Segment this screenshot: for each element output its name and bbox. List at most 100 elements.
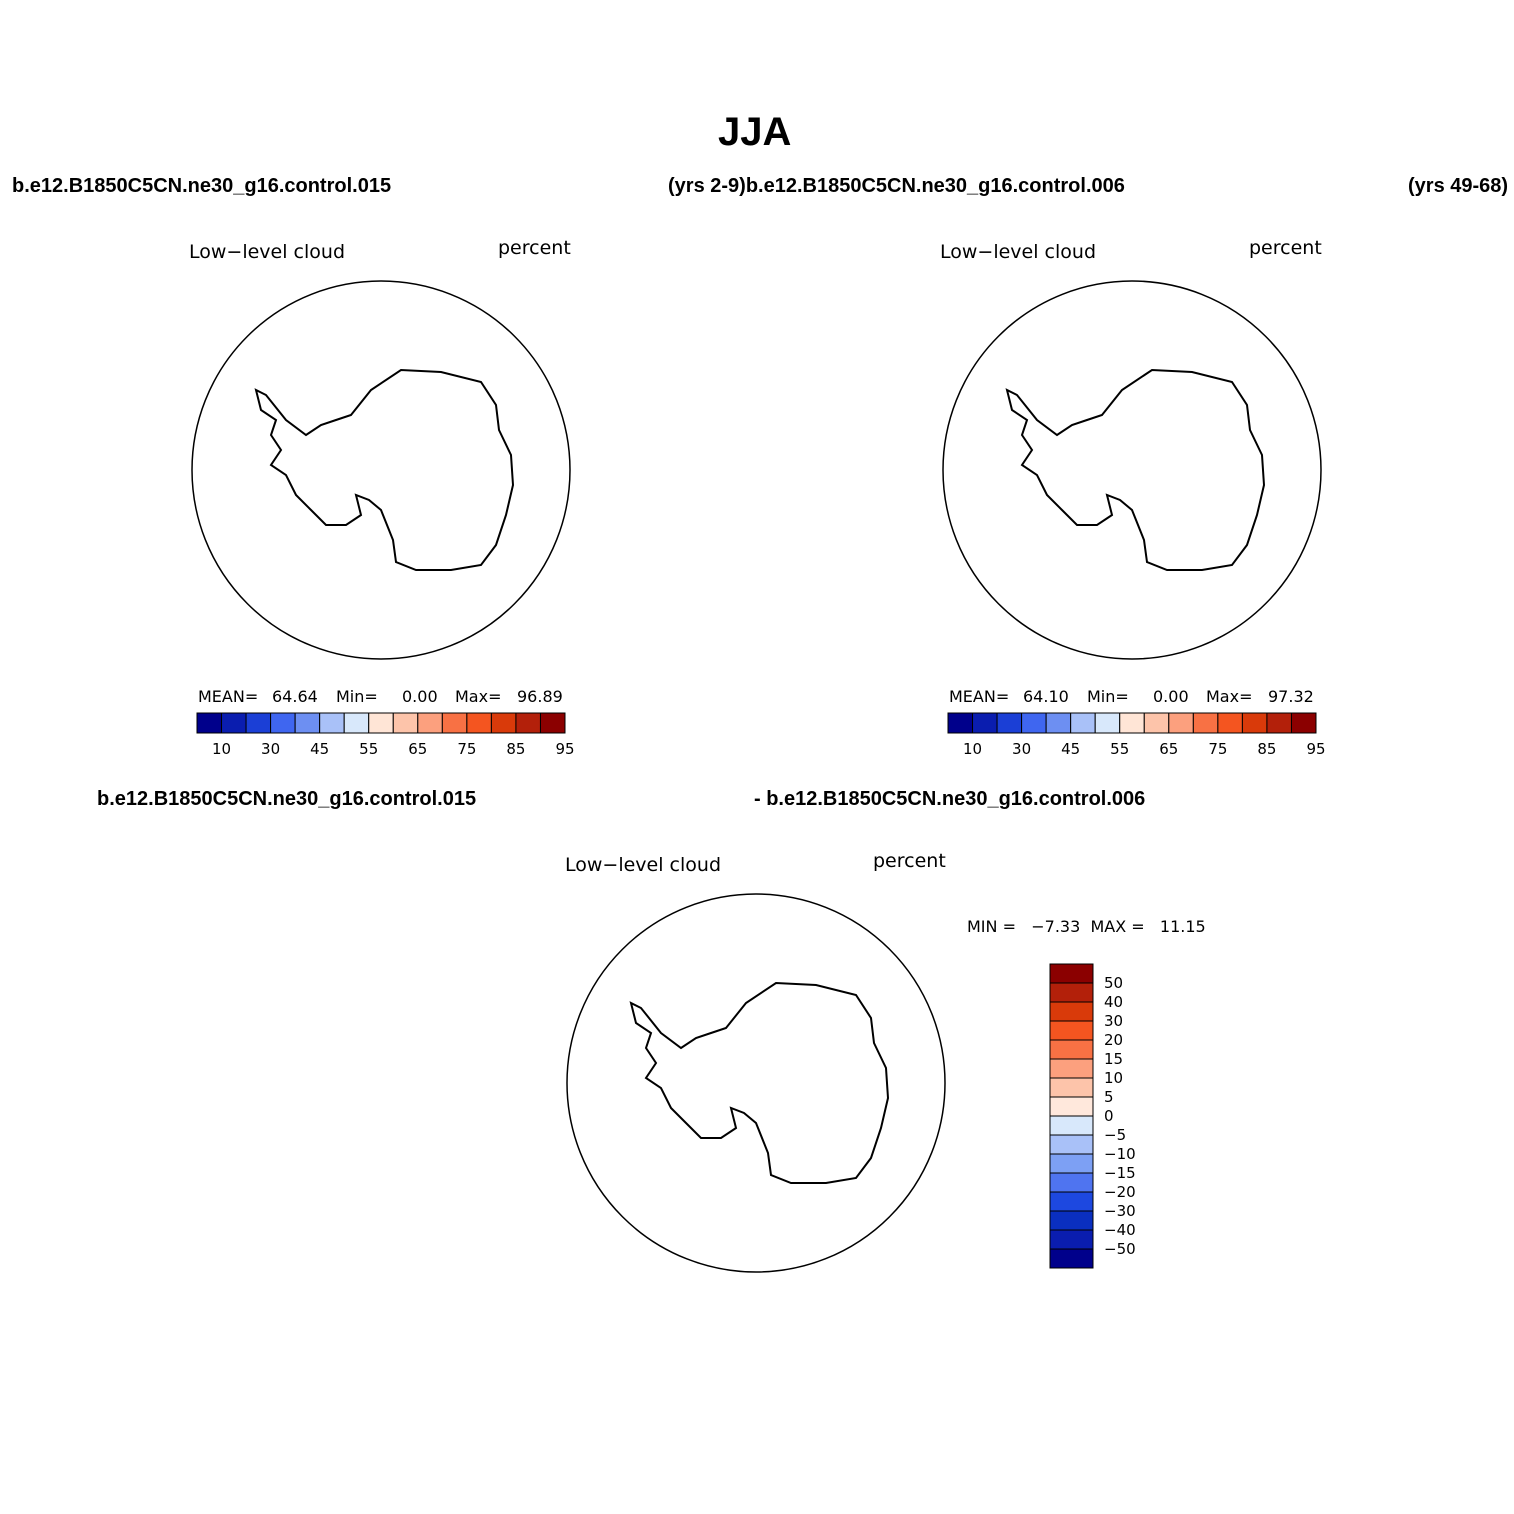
panel2-max-value: 97.32 bbox=[1268, 687, 1314, 706]
panel1-colorbar-swatch bbox=[515, 712, 541, 734]
panel2-coastline bbox=[1006, 369, 1265, 571]
panel3-colorbar-tick-label: −15 bbox=[1104, 1164, 1136, 1182]
panel3-colorbar-swatch bbox=[1049, 1229, 1094, 1250]
panel2-mean-value: 64.10 bbox=[1023, 687, 1069, 706]
panel2-colorbar-tick-label: 30 bbox=[1012, 740, 1031, 758]
panel3-colorbar-tick-label: −5 bbox=[1104, 1126, 1126, 1144]
panel1-colorbar-swatch bbox=[490, 712, 517, 734]
panel2-colorbar-tick-label: 85 bbox=[1257, 740, 1276, 758]
panel3-colorbar-tick-label: 20 bbox=[1104, 1031, 1123, 1049]
panel3-colorbar-tick-label: −40 bbox=[1104, 1221, 1136, 1239]
panel2-colorbar-swatch bbox=[1192, 712, 1219, 734]
panel1-min-label: Min= bbox=[336, 687, 378, 706]
panel1-max-label: Max= bbox=[455, 687, 502, 706]
panel2-colorbar-tick-label: 65 bbox=[1159, 740, 1178, 758]
panel1-colorbar-swatch bbox=[221, 712, 247, 734]
panel3-colorbar-swatch bbox=[1049, 1058, 1094, 1079]
panel3-minmax-text: MIN = −7.33 MAX = 11.15 bbox=[967, 917, 1206, 936]
panel3-colorbar-tick-label: −30 bbox=[1104, 1202, 1136, 1220]
panel2-min-label: Min= bbox=[1087, 687, 1129, 706]
panel1-coastline bbox=[255, 369, 514, 571]
panel3-colorbar-swatch bbox=[1049, 1096, 1094, 1117]
panel3-colorbar-swatch bbox=[1049, 1191, 1094, 1212]
panel2-colorbar-swatch bbox=[1143, 712, 1170, 734]
panel2-colorbar-swatch bbox=[1290, 712, 1317, 734]
panel1-colorbar-swatch bbox=[319, 712, 345, 734]
panel3-map-border bbox=[566, 893, 946, 1273]
panel2-colorbar-swatch bbox=[1070, 712, 1096, 734]
panel2-colorbar-swatch bbox=[947, 712, 974, 734]
panel2-units-label: percent bbox=[1249, 237, 1322, 259]
panel3-map bbox=[566, 893, 946, 1273]
top-right-case-label: (yrs 49-68) bbox=[1408, 175, 1509, 197]
panel2-map bbox=[942, 280, 1322, 660]
panel3-colorbar-swatch bbox=[1049, 982, 1094, 1003]
panel1-colorbar-tick-label: 65 bbox=[408, 740, 427, 758]
panel2-colorbar-swatch bbox=[1045, 712, 1072, 734]
panel1-colorbar-swatch bbox=[294, 712, 321, 734]
panel2-colorbar-swatch bbox=[1217, 712, 1243, 734]
panel1-min-value: 0.00 bbox=[402, 687, 438, 706]
top-left-case-label: b.e12.B1850C5CN.ne30_g16.control.015 bbox=[12, 175, 392, 197]
panel3-colorbar-swatch bbox=[1049, 1210, 1094, 1231]
panel3-variable-label: Low−level cloud bbox=[565, 854, 722, 876]
panel1-colorbar-swatch bbox=[270, 712, 296, 734]
panel3-colorbar-swatch bbox=[1049, 1077, 1094, 1098]
panel2-mean-label: MEAN= bbox=[949, 687, 1010, 706]
panel1-colorbar-swatch bbox=[441, 712, 468, 734]
panel3-colorbar-swatch bbox=[1049, 1172, 1094, 1193]
panel1-colorbar-tick-label: 10 bbox=[212, 740, 231, 758]
panel1-colorbar-swatch bbox=[343, 712, 370, 734]
panel3-colorbar-swatch bbox=[1049, 1115, 1094, 1136]
panel2-colorbar-tick-label: 10 bbox=[963, 740, 982, 758]
panel2-colorbar-tick-label: 55 bbox=[1110, 740, 1129, 758]
panel1-colorbar-swatch bbox=[245, 712, 272, 734]
panel2-colorbar-swatch bbox=[1094, 712, 1121, 734]
panel3-colorbar-swatch bbox=[1049, 963, 1094, 984]
panel1-mean-value: 64.64 bbox=[272, 687, 318, 706]
panel2-max-label: Max= bbox=[1206, 687, 1253, 706]
panel3-colorbar-tick-label: 10 bbox=[1104, 1069, 1123, 1087]
panel3-colorbar-swatch bbox=[1049, 1001, 1094, 1022]
panel2-colorbar-swatch bbox=[1266, 712, 1292, 734]
bottom-right-case-label: - b.e12.B1850C5CN.ne30_g16.control.006 bbox=[754, 788, 1146, 810]
panel2-colorbar-tick-label: 45 bbox=[1061, 740, 1080, 758]
bottom-left-case-label: b.e12.B1850C5CN.ne30_g16.control.015 bbox=[97, 788, 477, 810]
panel1-colorbar-tick-label: 95 bbox=[555, 740, 574, 758]
panel1-colorbar-swatch bbox=[368, 712, 394, 734]
panel1-colorbar-swatch bbox=[392, 712, 419, 734]
panel3-colorbar-swatch bbox=[1049, 1134, 1094, 1155]
panel3-colorbar-swatch bbox=[1049, 1248, 1094, 1269]
panel2-colorbar-swatch bbox=[972, 712, 998, 734]
panel1-colorbar-tick-label: 85 bbox=[506, 740, 525, 758]
panel3-colorbar-tick-label: −10 bbox=[1104, 1145, 1136, 1163]
panel1-units-label: percent bbox=[498, 237, 571, 259]
panel3-colorbar-tick-label: 0 bbox=[1104, 1107, 1114, 1125]
panel2-colorbar-swatch bbox=[1241, 712, 1268, 734]
panel1-colorbar-tick-label: 30 bbox=[261, 740, 280, 758]
panel2-colorbar-swatch bbox=[996, 712, 1023, 734]
panel2-variable-label: Low−level cloud bbox=[940, 241, 1097, 263]
panel3-colorbar-swatch bbox=[1049, 1020, 1094, 1041]
panel2-colorbar-tick-label: 95 bbox=[1306, 740, 1325, 758]
panel3-colorbar-tick-label: 15 bbox=[1104, 1050, 1123, 1068]
panel3-colorbar-tick-label: −20 bbox=[1104, 1183, 1136, 1201]
panel3-coastline bbox=[630, 982, 889, 1184]
panel2-colorbar-swatch bbox=[1168, 712, 1194, 734]
panel1-colorbar-tick-label: 45 bbox=[310, 740, 329, 758]
panel2-colorbar: 10 30 45 55 65 75 85 95 bbox=[947, 712, 1326, 758]
panel1-map-border bbox=[191, 280, 571, 660]
panel1-colorbar: 10 30 45 55 65 75 85 95 bbox=[196, 712, 575, 758]
panel3-units-label: percent bbox=[873, 850, 946, 872]
panel3-colorbar-swatch bbox=[1049, 1039, 1094, 1060]
panel3-colorbar-tick-label: 40 bbox=[1104, 993, 1123, 1011]
top-middle-case-label: (yrs 2-9)b.e12.B1850C5CN.ne30_g16.contro… bbox=[668, 175, 1125, 197]
panel3-colorbar-swatch bbox=[1049, 1153, 1094, 1174]
panel1-max-value: 96.89 bbox=[517, 687, 563, 706]
panel2-colorbar-swatch bbox=[1021, 712, 1047, 734]
panel2-colorbar-tick-label: 75 bbox=[1208, 740, 1227, 758]
panel1-colorbar-swatch bbox=[196, 712, 223, 734]
figure-title: JJA bbox=[718, 110, 792, 154]
